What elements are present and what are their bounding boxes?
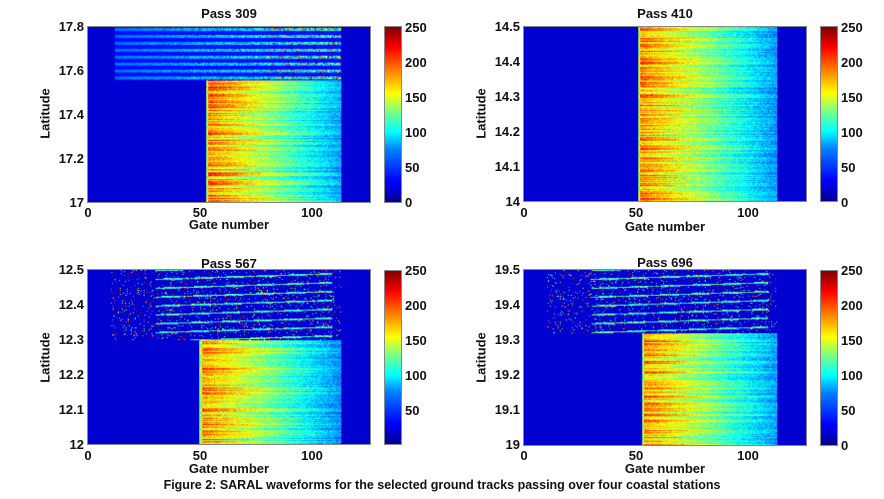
y-tick: 17.8 — [58, 19, 84, 34]
colorbar-tick: 250 — [841, 20, 863, 35]
y-tick: 17 — [69, 195, 84, 210]
y-tick: 14 — [505, 194, 520, 209]
x-tick: 0 — [84, 448, 92, 463]
y-tick: 19.4 — [494, 297, 520, 312]
colorbar-tick: 250 — [405, 20, 427, 35]
chart-title: Pass 309 — [201, 6, 257, 21]
y-tick: 12 — [69, 437, 84, 452]
x-axis-label: Gate number — [188, 217, 270, 232]
figure-caption: Figure 2: SARAL waveforms for the select… — [163, 478, 721, 492]
colorbar-tick: 50 — [405, 160, 420, 175]
colorbar-tick: 0 — [841, 195, 849, 210]
colorbar-tick: 200 — [841, 55, 863, 70]
y-axis-label: Latitude — [37, 332, 53, 383]
colorbar — [820, 270, 838, 446]
y-tick: 14.1 — [494, 159, 520, 174]
y-tick: 12.5 — [58, 262, 84, 277]
chart-title: Pass 410 — [637, 6, 693, 21]
x-tick: 100 — [301, 448, 323, 463]
heatmap-plot-area — [523, 26, 807, 202]
y-tick: 12.1 — [58, 402, 84, 417]
chart-title: Pass 567 — [201, 256, 257, 271]
x-tick: 0 — [520, 205, 528, 220]
colorbar-tick: 200 — [405, 55, 427, 70]
colorbar — [384, 270, 402, 445]
colorbar-tick: 100 — [405, 125, 427, 140]
colorbar-tick: 50 — [405, 403, 420, 418]
y-tick: 14.3 — [494, 89, 520, 104]
y-tick: 19 — [505, 437, 520, 452]
y-tick: 19.5 — [494, 262, 520, 277]
heatmap-plot-area — [523, 269, 807, 446]
y-tick: 12.4 — [58, 297, 84, 312]
colorbar-tick: 0 — [841, 438, 849, 453]
y-tick: 17.2 — [58, 151, 84, 166]
colorbar-tick: 150 — [841, 90, 863, 105]
x-tick: 0 — [84, 205, 92, 220]
x-axis-label: Gate number — [188, 461, 270, 476]
y-axis-label: Latitude — [37, 88, 53, 139]
x-tick: 50 — [628, 205, 644, 220]
x-tick: 0 — [520, 448, 528, 463]
colorbar-tick: 100 — [841, 125, 863, 140]
y-tick: 12.2 — [58, 367, 84, 382]
heatmap-plot-area — [87, 26, 371, 203]
x-tick: 100 — [737, 205, 759, 220]
x-tick: 50 — [192, 448, 208, 463]
colorbar-tick: 50 — [841, 160, 856, 175]
colorbar-tick: 100 — [405, 368, 427, 383]
y-tick: 14.2 — [494, 124, 520, 139]
colorbar — [384, 26, 402, 203]
colorbar-tick: 150 — [405, 90, 427, 105]
y-tick: 19.2 — [494, 367, 520, 382]
y-tick: 17.6 — [58, 63, 84, 78]
colorbar-tick: 250 — [405, 263, 427, 278]
colorbar-tick: 150 — [405, 333, 427, 348]
y-tick: 12.3 — [58, 332, 84, 347]
colorbar-tick: 100 — [841, 368, 863, 383]
x-axis-label: Gate number — [624, 219, 706, 234]
y-axis-label: Latitude — [473, 332, 489, 383]
x-axis-label: Gate number — [624, 461, 706, 476]
colorbar-tick: 0 — [405, 195, 413, 210]
x-tick: 50 — [192, 205, 208, 220]
x-tick: 50 — [628, 448, 644, 463]
y-tick: 19.1 — [494, 402, 520, 417]
colorbar-tick: 250 — [841, 263, 863, 278]
colorbar-tick: 200 — [841, 298, 863, 313]
colorbar-tick: 200 — [405, 298, 427, 313]
colorbar-tick: 50 — [841, 403, 856, 418]
x-tick: 100 — [301, 205, 323, 220]
y-tick: 19.3 — [494, 332, 520, 347]
colorbar-tick: 150 — [841, 333, 863, 348]
x-tick: 100 — [737, 448, 759, 463]
y-axis-label: Latitude — [473, 88, 489, 139]
heatmap-plot-area — [87, 269, 371, 445]
y-tick: 17.4 — [58, 107, 84, 122]
colorbar — [820, 26, 838, 202]
y-tick: 14.5 — [494, 19, 520, 34]
chart-title: Pass 696 — [637, 255, 693, 270]
y-tick: 14.4 — [494, 54, 520, 69]
